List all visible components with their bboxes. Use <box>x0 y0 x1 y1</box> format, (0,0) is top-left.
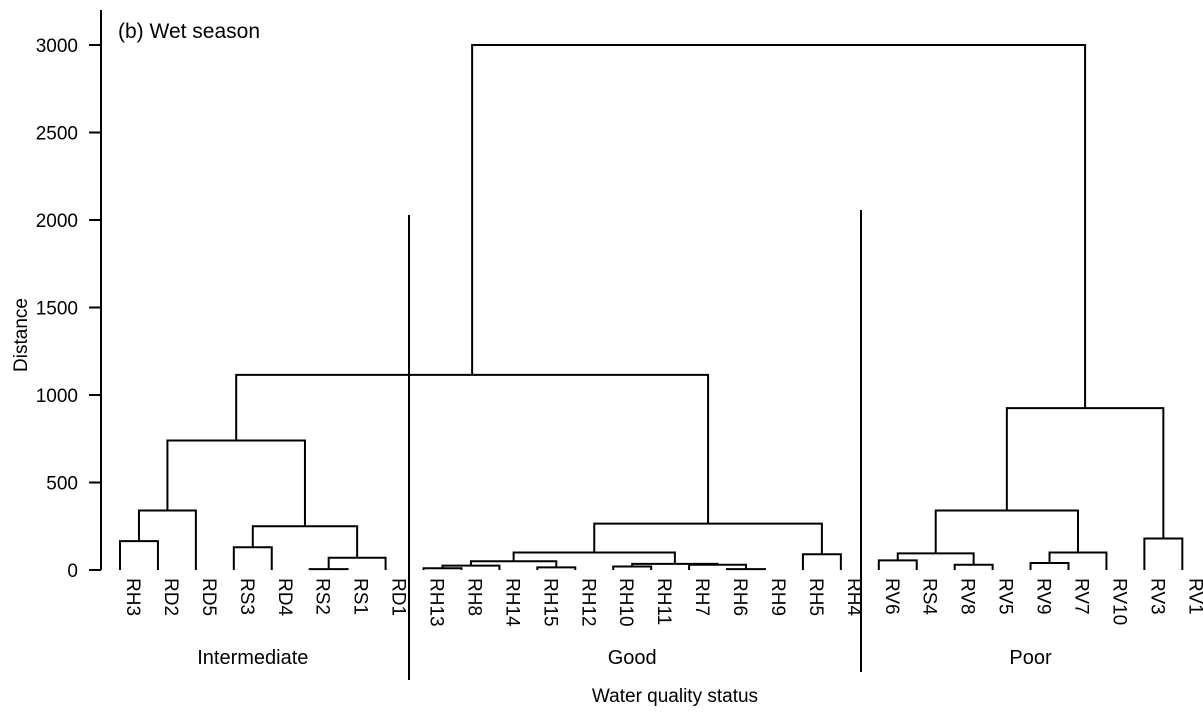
merge-link-22 <box>1029 562 1070 570</box>
merge-link-24 <box>934 509 1079 554</box>
merge-link-26 <box>1005 407 1165 539</box>
group-label-good: Good <box>608 647 657 669</box>
y-axis-ticks: 0 500 1000 1500 2000 2500 3000 <box>36 36 101 582</box>
leaf-label-rv8: RV8 <box>957 578 978 615</box>
leaf-label-rh8: RH8 <box>463 578 484 616</box>
merge-link-12 <box>726 568 766 571</box>
leaf-label-rv6: RV6 <box>881 578 902 615</box>
merge-link-2 <box>232 546 273 570</box>
dendrogram-links <box>119 44 1184 571</box>
y-tick-label-1000: 1000 <box>36 386 78 407</box>
leaf-label-rv3: RV3 <box>1146 578 1167 615</box>
y-axis-title: Distance <box>11 298 32 372</box>
leaf-label-rs1: RS1 <box>350 578 371 615</box>
leaf-label-rd2: RD2 <box>160 578 181 616</box>
leaf-label-rh4: RH4 <box>843 578 864 616</box>
merge-link-5 <box>251 525 359 558</box>
merge-link-6 <box>166 439 306 527</box>
group-label-intermediate: Intermediate <box>197 647 308 669</box>
merge-link-23 <box>1048 551 1108 570</box>
y-tick-label-1500: 1500 <box>36 299 78 320</box>
leaf-label-rh15: RH15 <box>539 578 560 627</box>
chart-title: (b) Wet season <box>118 20 260 43</box>
leaf-label-rd5: RD5 <box>198 578 219 616</box>
merge-link-17 <box>593 522 823 555</box>
merge-link-0 <box>119 540 159 570</box>
x-axis-title: Water quality status <box>592 686 758 707</box>
group-label-poor: Poor <box>1009 647 1052 669</box>
leaf-label-rh3: RH3 <box>122 578 143 616</box>
leaf-label-rs3: RS3 <box>236 578 257 615</box>
leaf-label-rh10: RH10 <box>615 578 636 627</box>
leaf-label-rh9: RH9 <box>767 578 788 616</box>
merge-link-21 <box>896 552 975 565</box>
merge-link-16 <box>801 553 842 570</box>
merge-link-9 <box>536 566 577 570</box>
merge-link-18 <box>235 373 710 524</box>
y-tick-label-2500: 2500 <box>36 124 78 145</box>
leaf-label-rv1: RV1 <box>1184 578 1203 615</box>
leaf-label-rh11: RH11 <box>653 578 674 625</box>
y-tick-label-500: 500 <box>46 474 78 495</box>
leaf-label-rs4: RS4 <box>919 578 940 615</box>
leaf-labels: RH3 RD2 RD5 RS3 RD4 RS2 RS1 RD1 RH13 RH8 RH14 RH15 R… <box>122 578 1203 627</box>
leaf-label-rd1: RD1 <box>388 578 409 616</box>
group-dividers <box>408 210 862 680</box>
merge-link-7 <box>422 567 463 570</box>
leaf-label-rv7: RV7 <box>1071 578 1092 615</box>
merge-link-11 <box>612 565 653 570</box>
merge-link-19 <box>877 559 918 570</box>
y-tick-label-0: 0 <box>67 561 78 582</box>
leaf-label-rv5: RV5 <box>995 578 1016 615</box>
merge-link-25 <box>1143 537 1184 570</box>
leaf-label-rh6: RH6 <box>729 578 750 616</box>
leaf-label-rh13: RH13 <box>426 578 447 627</box>
merge-link-27 <box>471 44 1087 409</box>
leaf-label-rd4: RD4 <box>274 578 295 616</box>
leaf-label-rh5: RH5 <box>805 578 826 616</box>
y-tick-label-2000: 2000 <box>36 211 78 232</box>
merge-link-20 <box>953 563 994 570</box>
leaf-label-rv9: RV9 <box>1033 578 1054 615</box>
leaf-label-rs2: RS2 <box>312 578 333 615</box>
leaf-label-rv10: RV10 <box>1108 578 1129 625</box>
y-tick-label-3000: 3000 <box>36 36 78 57</box>
group-labels: Intermediate Good Poor <box>197 647 1052 669</box>
merge-link-3 <box>308 568 349 571</box>
leaf-label-rh14: RH14 <box>501 578 522 627</box>
leaf-label-rh7: RH7 <box>691 578 712 616</box>
leaf-label-rh12: RH12 <box>577 578 598 627</box>
